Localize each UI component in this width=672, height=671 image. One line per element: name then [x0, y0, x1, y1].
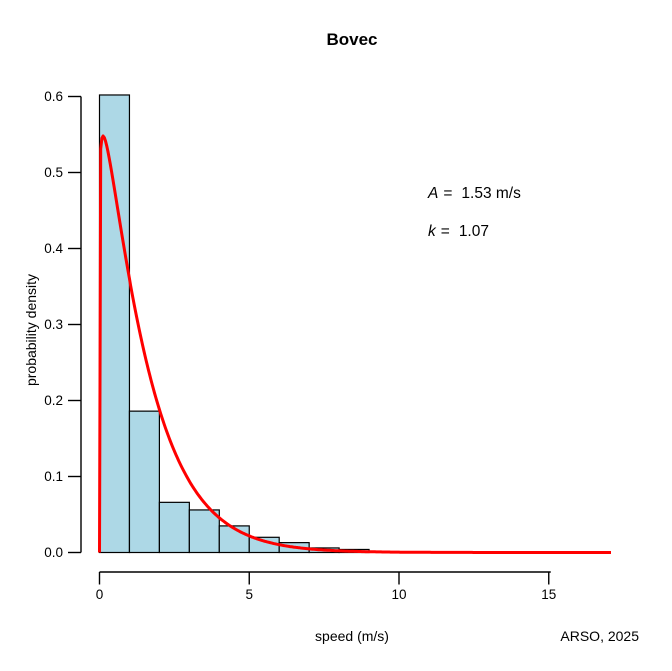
- param-A-symbol: A: [428, 185, 439, 202]
- x-tick-label: 15: [541, 587, 557, 602]
- histogram-bar: [158, 501, 190, 554]
- y-tick-label: 0.2: [44, 392, 63, 408]
- weibull-params-annotation: A = 1.53 m/s k = 1.07: [428, 185, 521, 261]
- histogram-bar: [188, 509, 220, 554]
- x-axis-title: speed (m/s): [315, 628, 389, 644]
- param-k-value: 1.07: [458, 223, 489, 240]
- chart-title: Bovec: [326, 30, 378, 49]
- param-k-symbol: k: [428, 223, 436, 240]
- y-tick-label: 0.6: [44, 88, 63, 104]
- histogram-bar: [128, 410, 160, 554]
- histogram-bar: [218, 525, 250, 554]
- x-tick-label: 5: [245, 587, 253, 602]
- credit-label: ARSO, 2025: [560, 628, 639, 644]
- y-tick-label: 0.0: [44, 544, 63, 560]
- x-tick-label: 10: [391, 587, 407, 602]
- param-k-line: k = 1.07: [428, 223, 521, 243]
- param-A-equals: =: [443, 185, 453, 202]
- weibull-fit-curve: [98, 134, 612, 554]
- param-k-equals: =: [440, 223, 450, 240]
- param-A-line: A = 1.53 m/s: [428, 185, 521, 205]
- y-tick-label: 0.3: [44, 316, 63, 332]
- y-tick-label: 0.1: [44, 468, 63, 484]
- y-tick-label: 0.4: [44, 240, 63, 256]
- histogram-bar: [98, 94, 131, 554]
- x-tick-label: 0: [95, 587, 104, 602]
- param-A-value: 1.53 m/s: [461, 185, 521, 202]
- y-tick-label: 0.5: [44, 164, 63, 180]
